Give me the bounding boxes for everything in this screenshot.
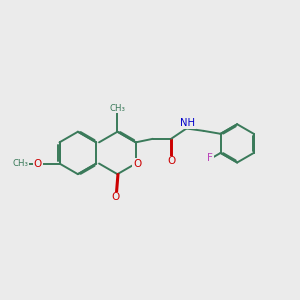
Text: NH: NH <box>180 118 195 128</box>
Text: O: O <box>34 158 42 169</box>
Text: O: O <box>167 157 175 166</box>
Text: O: O <box>112 192 120 203</box>
Text: CH₃: CH₃ <box>13 159 28 168</box>
Text: F: F <box>207 153 213 163</box>
Text: O: O <box>133 158 141 169</box>
Text: CH₃: CH₃ <box>110 104 125 113</box>
